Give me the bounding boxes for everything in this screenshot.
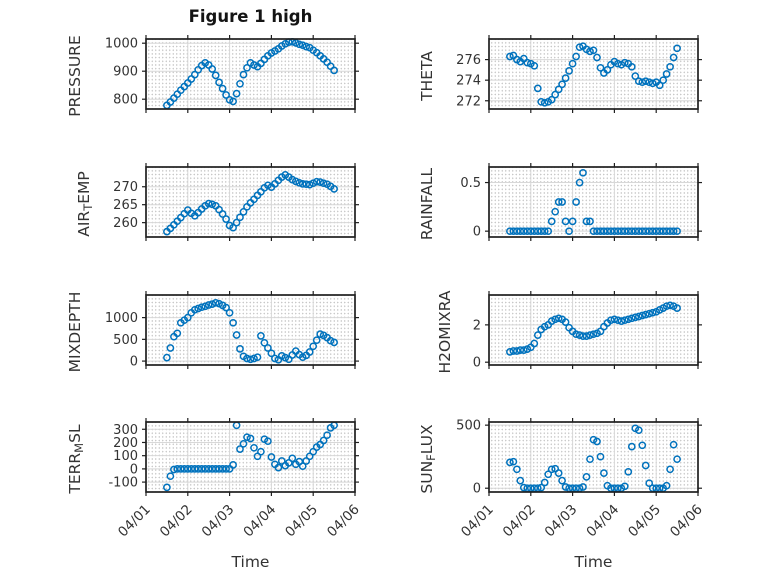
y-axis-label: MIXDEPTH — [66, 292, 84, 373]
axes-box — [142, 291, 359, 369]
svg-text:04/06: 04/06 — [667, 502, 706, 541]
svg-text:276: 276 — [456, 53, 481, 68]
y-axis-label: PRESSURE — [66, 35, 84, 117]
svg-text:0.5: 0.5 — [460, 176, 481, 191]
data-point-group — [163, 298, 338, 364]
major-grid — [145, 39, 356, 109]
svg-text:04/05: 04/05 — [282, 502, 321, 541]
y-tick-labels: 02 — [473, 318, 481, 370]
svg-text:04/03: 04/03 — [542, 502, 581, 541]
data-point-group — [506, 424, 681, 493]
y-tick-labels: 272 274 276 — [456, 53, 481, 109]
svg-text:100: 100 — [113, 449, 138, 464]
data-point-group — [506, 301, 681, 356]
y-tick-labels: 00.5 — [460, 176, 481, 240]
plot-svg-air-temp: 260 265 270 AIRTEMP — [75, 163, 359, 241]
plot-svg-theta: 272 274 276 THETA — [418, 35, 702, 113]
subplot-sun-flux: 0 500 04/01 04/02 04/03 04/04 04/05 04/06 SUNFLU… — [399, 414, 710, 564]
svg-text:0: 0 — [473, 225, 481, 240]
data-point-group — [163, 171, 338, 236]
y-axis-label: AIRTEMP — [75, 171, 95, 237]
axes-box — [142, 418, 359, 496]
svg-text:0: 0 — [130, 462, 138, 477]
data-point-group — [506, 42, 681, 107]
subplot-h2omixra: 0 2 H2OMIXRA — [399, 287, 710, 375]
svg-text:1000: 1000 — [105, 311, 138, 326]
y-axis-label: TERRMSL — [66, 424, 86, 495]
axes-box — [485, 163, 702, 241]
svg-text:260: 260 — [113, 216, 138, 231]
svg-text:500: 500 — [113, 333, 138, 348]
axes-box — [485, 291, 702, 369]
data-point-group — [163, 421, 338, 492]
y-axis-label: H2OMIXRA — [436, 290, 454, 373]
svg-text:1000: 1000 — [105, 37, 138, 52]
x-tick-labels: 04/01 04/02 04/03 04/04 04/05 04/06 — [115, 502, 363, 541]
y-axis-label: THETA — [418, 51, 436, 102]
svg-text:04/06: 04/06 — [324, 502, 363, 541]
plot-svg-pressure: 800 900 1000 PRESSURE — [66, 35, 359, 117]
svg-text:265: 265 — [113, 198, 138, 213]
y-axis-label: RAINFALL — [418, 167, 436, 240]
svg-text:500: 500 — [456, 419, 481, 434]
svg-text:300: 300 — [113, 423, 138, 438]
minor-grid-dots — [146, 422, 355, 492]
y-tick-labels: 0 500 — [456, 419, 481, 497]
svg-text:04/02: 04/02 — [500, 502, 539, 541]
subplot-mixdepth: 0 500 1000 MIXDEPTH — [56, 287, 367, 375]
plot-svg-sun-flux: 0 500 04/01 04/02 04/03 04/04 04/05 04/06 SUNFLU… — [418, 418, 706, 541]
svg-text:2: 2 — [473, 318, 481, 333]
svg-text:274: 274 — [456, 74, 481, 89]
data-point-group — [506, 168, 681, 236]
svg-text:0: 0 — [130, 355, 138, 370]
x-axis-label-left: Time — [231, 553, 270, 571]
svg-text:-100: -100 — [108, 476, 138, 491]
y-axis-label: SUNFLUX — [418, 424, 438, 494]
axes-box — [485, 418, 702, 496]
major-grid — [145, 422, 356, 492]
svg-text:270: 270 — [113, 180, 138, 195]
svg-text:04/01: 04/01 — [115, 502, 154, 541]
plot-svg-mixdepth: 0 500 1000 MIXDEPTH — [66, 291, 359, 373]
y-tick-labels: 800 900 1000 — [105, 37, 138, 108]
svg-text:900: 900 — [113, 65, 138, 80]
subplot-terr-msl: -100 0 100 200 300 04/01 04/02 04/03 04/04 04/05 0… — [56, 414, 367, 564]
major-grid — [488, 39, 699, 109]
svg-text:800: 800 — [113, 93, 138, 108]
subplot-air-temp: 260 265 270 AIRTEMP — [56, 159, 367, 247]
minor-grid-dots — [146, 295, 355, 365]
svg-text:04/04: 04/04 — [583, 502, 622, 541]
axes-box — [142, 35, 359, 113]
svg-text:0: 0 — [473, 482, 481, 497]
figure-title: Figure 1 high — [188, 7, 313, 26]
subplot-pressure: 800 900 1000 PRESSURE — [56, 31, 367, 119]
svg-text:04/01: 04/01 — [458, 502, 497, 541]
svg-text:04/05: 04/05 — [625, 502, 664, 541]
minor-grid-dots — [489, 167, 698, 237]
svg-text:04/04: 04/04 — [240, 502, 279, 541]
x-axis-label-right: Time — [574, 553, 613, 571]
x-tick-labels: 04/01 04/02 04/03 04/04 04/05 04/06 — [458, 502, 706, 541]
minor-grid-dots — [146, 39, 355, 109]
svg-text:0: 0 — [473, 356, 481, 371]
major-grid — [488, 167, 699, 237]
y-tick-labels: 260 265 270 — [113, 180, 138, 231]
svg-text:272: 272 — [456, 94, 481, 109]
svg-text:200: 200 — [113, 436, 138, 451]
subplot-theta: 272 274 276 THETA — [399, 31, 710, 119]
svg-text:04/03: 04/03 — [199, 502, 238, 541]
axes-box — [142, 163, 359, 241]
subplot-rainfall: 0 0.5 RAINFALL — [399, 159, 710, 247]
major-grid — [488, 422, 699, 492]
svg-text:04/02: 04/02 — [157, 502, 196, 541]
y-tick-labels: 0 500 1000 — [105, 311, 138, 369]
axes-box — [485, 35, 702, 113]
data-point-group — [163, 37, 338, 110]
